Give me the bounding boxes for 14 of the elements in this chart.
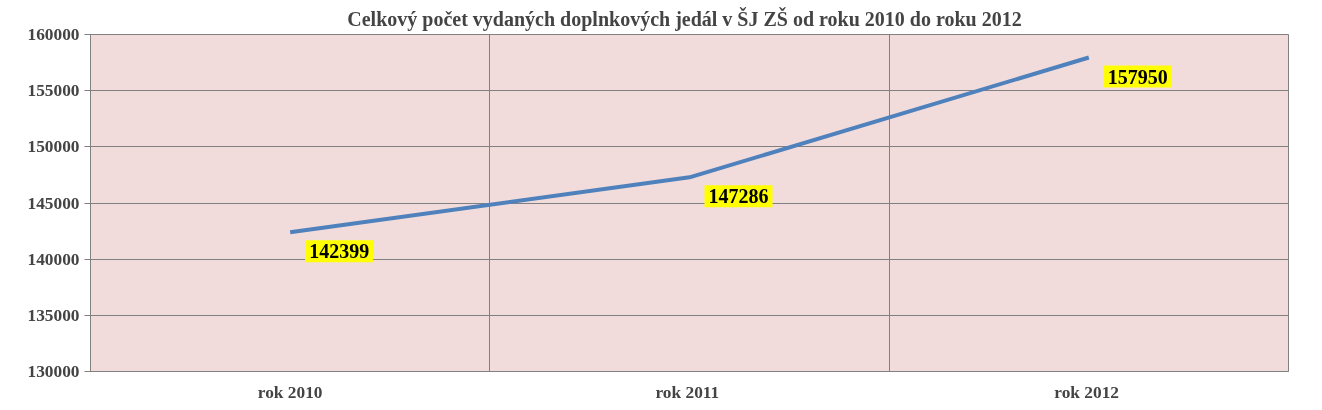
x-tick-label: rok 2012: [1054, 382, 1120, 402]
y-tick-label: 150000: [27, 137, 80, 157]
y-tick-label: 160000: [27, 25, 80, 44]
y-tick-label: 135000: [27, 305, 80, 325]
data-label: 147286: [708, 185, 769, 208]
y-tick-label: 155000: [27, 81, 80, 101]
x-tick-label: rok 2011: [655, 382, 720, 402]
y-tick-label: 145000: [27, 193, 80, 213]
y-tick-label: 140000: [27, 249, 80, 269]
data-label: 157950: [1107, 65, 1168, 88]
chart-title: Celkový počet vydaných doplnkových jedál v ŠJ ZŠ od roku 2010 do roku 2012: [347, 6, 1022, 31]
data-label: 142399: [309, 240, 370, 263]
x-tick-label: rok 2010: [257, 382, 323, 402]
y-tick-label: 130000: [27, 362, 80, 381]
